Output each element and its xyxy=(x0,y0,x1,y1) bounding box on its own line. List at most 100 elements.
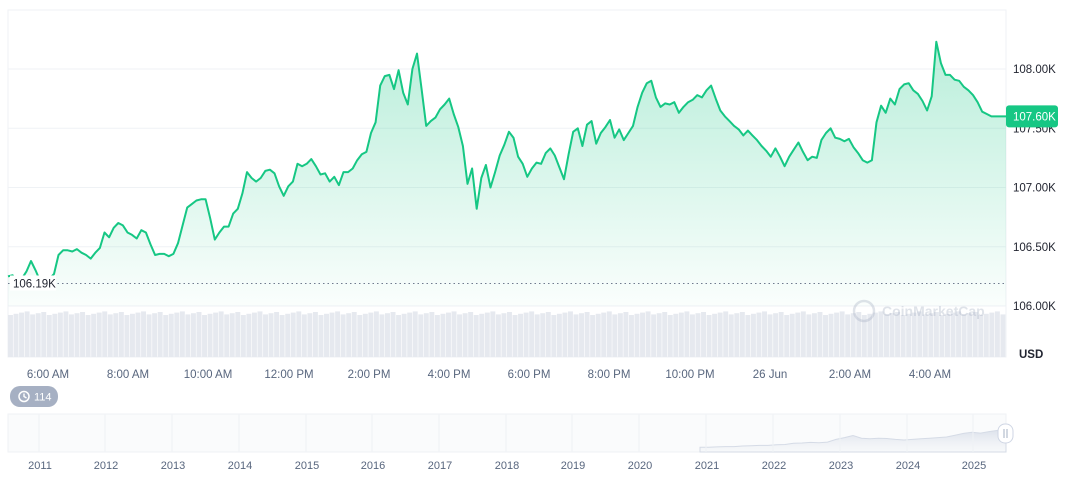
volume-bar xyxy=(351,312,357,357)
volume-bar xyxy=(861,315,867,357)
volume-bar xyxy=(57,312,63,357)
volume-bar xyxy=(179,311,185,357)
volume-bar xyxy=(396,315,402,357)
volume-bar xyxy=(906,313,912,357)
navigator-grip[interactable] xyxy=(997,423,1014,444)
volume-bar xyxy=(590,315,596,357)
volume-bar xyxy=(695,313,701,357)
volume-bar xyxy=(573,314,579,357)
volume-bar xyxy=(806,314,812,357)
volume-bar xyxy=(168,313,174,357)
range-navigator[interactable] xyxy=(7,413,1007,453)
y-tick-label: 106.50K xyxy=(1013,242,1056,254)
navigator-year-label: 2012 xyxy=(94,460,118,472)
x-tick-label: 10:00 PM xyxy=(665,369,714,381)
volume-bar xyxy=(817,312,823,357)
volume-bar xyxy=(628,315,634,357)
volume-bar xyxy=(706,315,712,357)
volume-bar xyxy=(213,312,219,357)
volume-bar xyxy=(734,313,740,357)
volume-bar xyxy=(839,311,845,357)
volume-bar xyxy=(329,312,335,357)
volume-bar xyxy=(196,312,202,357)
volume-bar xyxy=(767,314,773,357)
volume-bar xyxy=(518,313,524,357)
y-tick-label: 106.00K xyxy=(1013,301,1056,313)
volume-bar xyxy=(224,314,230,357)
volume-bar xyxy=(285,313,291,357)
brand-watermark: CoinMarketCap xyxy=(852,299,985,323)
volume-bar xyxy=(867,313,873,357)
volume-bar xyxy=(956,311,962,357)
volume-bar xyxy=(989,312,995,357)
volume-bar xyxy=(418,314,424,357)
x-tick-label: 26 Jun xyxy=(753,369,788,381)
navigator-year-label: 2021 xyxy=(695,460,719,472)
history-badge[interactable]: 114 xyxy=(10,386,58,407)
volume-bar xyxy=(346,313,352,357)
price-line[interactable] xyxy=(7,40,1006,286)
volume-bar xyxy=(85,315,91,357)
volume-bar xyxy=(579,313,585,357)
volume-bar xyxy=(784,315,790,357)
volume-bar xyxy=(440,313,446,357)
volume-bar xyxy=(240,315,246,357)
volume-bar xyxy=(534,314,540,357)
volume-bar xyxy=(723,311,729,357)
x-tick-label: 4:00 AM xyxy=(909,369,951,381)
y-tick-label: 107.00K xyxy=(1013,183,1056,195)
volume-bar xyxy=(994,311,1000,357)
volume-bar xyxy=(13,313,19,357)
volume-bar xyxy=(423,313,429,357)
x-tick-label: 2:00 PM xyxy=(348,369,391,381)
reference-label-bg xyxy=(10,275,56,291)
x-tick-label: 8:00 AM xyxy=(107,369,149,381)
volume-bar xyxy=(684,311,690,357)
volume-bar xyxy=(473,315,479,357)
volume-bar xyxy=(789,313,795,357)
volume-bar xyxy=(63,311,69,357)
navigator-year-label: 2015 xyxy=(295,460,319,472)
volume-bar xyxy=(185,314,191,357)
coinmarketcap-logo-icon xyxy=(852,299,876,323)
volume-bar xyxy=(889,313,895,357)
volume-bar xyxy=(340,314,346,357)
navigator-handle[interactable] xyxy=(997,423,1014,444)
volume-bar xyxy=(190,313,196,357)
volume-bar xyxy=(468,312,474,357)
volume-bar xyxy=(872,312,878,357)
volume-bar xyxy=(712,313,718,357)
volume-bar xyxy=(362,313,368,357)
volume-bar xyxy=(850,313,856,357)
currency-label: USD xyxy=(1019,349,1043,361)
navigator-year-label: 2019 xyxy=(561,460,585,472)
volume-bar xyxy=(778,312,784,357)
volume-bar xyxy=(74,313,80,357)
volume-bar xyxy=(900,315,906,357)
volume-bar xyxy=(911,312,917,357)
volume-bar xyxy=(595,313,601,357)
volume-bar xyxy=(41,312,47,357)
volume-bar xyxy=(529,311,535,357)
volume-bar xyxy=(373,311,379,357)
volume-bar xyxy=(135,312,141,357)
volume-bar xyxy=(728,314,734,357)
volume-bar xyxy=(429,312,435,357)
volume-bar xyxy=(46,315,52,357)
volume-bar xyxy=(312,312,318,357)
volume-bar xyxy=(961,314,967,357)
volume-bar xyxy=(274,312,280,357)
volume-bar xyxy=(673,313,679,357)
navigator-year-label: 2020 xyxy=(628,460,652,472)
x-tick-label: 10:00 AM xyxy=(184,369,233,381)
volume-bar xyxy=(1000,314,1006,357)
x-tick-label: 2:00 AM xyxy=(829,369,871,381)
volume-bar xyxy=(290,312,296,357)
volume-bar xyxy=(667,315,673,357)
volume-bar xyxy=(124,315,130,357)
volume-bar xyxy=(945,313,950,357)
volume-bar xyxy=(562,312,568,357)
volume-bar xyxy=(745,315,751,357)
volume-bar xyxy=(856,312,862,357)
volume-bar xyxy=(174,312,180,357)
